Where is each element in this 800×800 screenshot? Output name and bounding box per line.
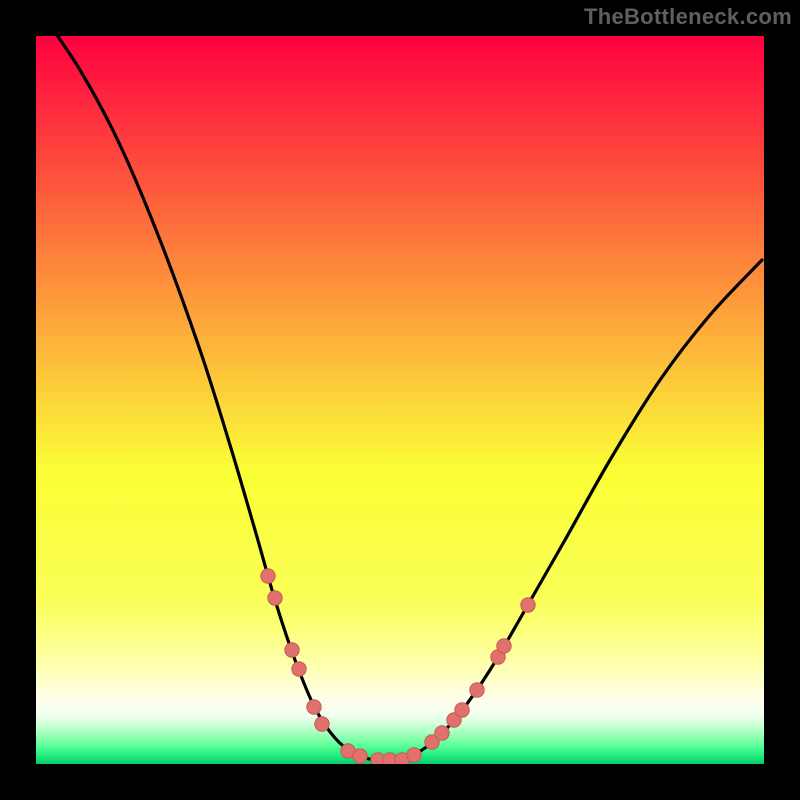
watermark-text: TheBottleneck.com	[584, 4, 792, 30]
data-marker	[353, 749, 367, 763]
plot-area	[36, 8, 764, 767]
data-marker	[497, 639, 511, 653]
data-marker	[292, 662, 306, 676]
data-marker	[521, 598, 535, 612]
data-marker	[315, 717, 329, 731]
data-marker	[407, 748, 421, 762]
data-marker	[435, 726, 449, 740]
data-marker	[268, 591, 282, 605]
data-marker	[307, 700, 321, 714]
heatmap-gradient-background	[36, 36, 764, 764]
data-marker	[455, 703, 469, 717]
data-marker	[470, 683, 484, 697]
data-marker	[285, 643, 299, 657]
data-marker	[261, 569, 275, 583]
bottleneck-chart	[0, 0, 800, 800]
